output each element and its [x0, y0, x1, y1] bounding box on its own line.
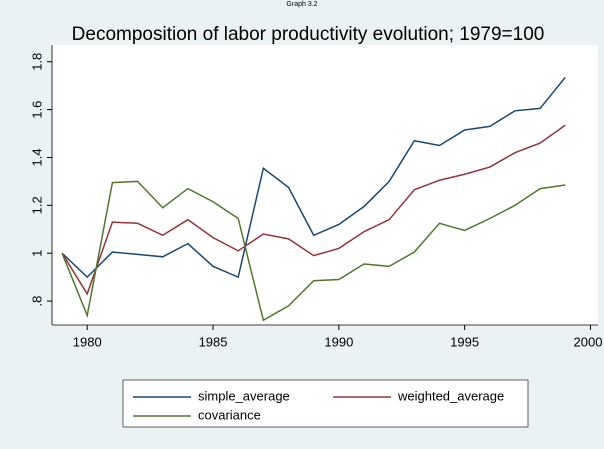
y-tick-label: 1.8	[29, 53, 44, 71]
legend-label: simple_average	[198, 388, 290, 403]
legend-label: weighted_average	[397, 388, 504, 403]
data-line	[61, 180, 566, 322]
legend	[122, 379, 529, 428]
x-tick-label: 1985	[199, 334, 228, 349]
x-tick-label: 2000	[574, 334, 603, 349]
y-tick-label: 1.2	[29, 196, 44, 214]
chart-title: Decomposition of labor productivity evol…	[72, 24, 545, 45]
data-line	[61, 76, 566, 279]
x-tick-label: 1995	[450, 334, 479, 349]
plot-area	[52, 45, 598, 325]
y-tick-label: 1.4	[29, 148, 44, 166]
y-tick-label: .8	[29, 296, 44, 307]
legend-label: covariance	[198, 407, 261, 422]
y-tick-label: 1	[29, 250, 44, 257]
caption: Graph 3.2	[286, 1, 317, 8]
y-tick-label: 1.6	[29, 101, 44, 119]
x-tick-label: 1990	[324, 334, 353, 349]
data-line	[61, 124, 566, 296]
x-tick-label: 1980	[73, 334, 102, 349]
